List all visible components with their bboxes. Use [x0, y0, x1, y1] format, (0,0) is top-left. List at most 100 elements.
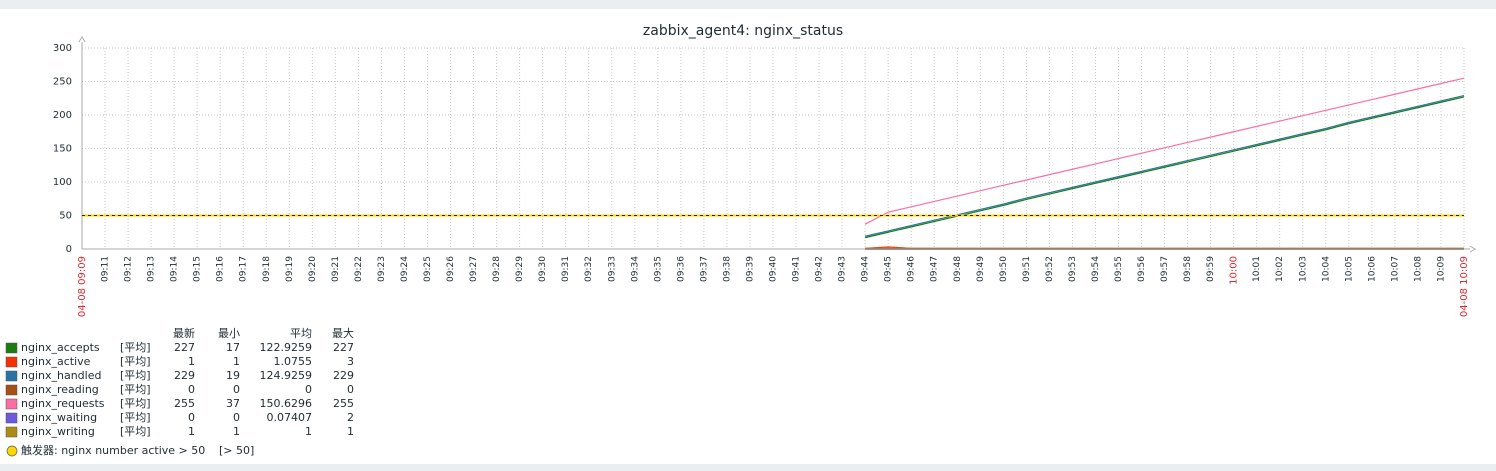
- x-tick-label: 10:01: [1252, 256, 1262, 282]
- x-tick-label: 09:45: [884, 256, 894, 282]
- legend-name: nginx_requests: [21, 397, 105, 410]
- x-tick-label: 09:38: [722, 256, 732, 282]
- legend-stat: 0: [347, 383, 354, 396]
- x-tick-label: 09:48: [953, 256, 963, 282]
- x-tick-label: 09:41: [792, 256, 802, 282]
- legend-name: nginx_reading: [21, 383, 99, 396]
- legend-swatch: [5, 398, 18, 410]
- x-tick-label: 09:53: [1068, 256, 1078, 282]
- trigger-icon: [6, 445, 18, 457]
- x-tick-label: 09:59: [1206, 256, 1216, 282]
- legend-func: [平均]: [120, 355, 151, 368]
- x-tick-label: 09:22: [354, 256, 364, 282]
- legend-stat: 0: [233, 411, 240, 424]
- series-line: [864, 96, 1465, 239]
- x-tick-label: 09:47: [930, 256, 940, 282]
- x-tick-label: 09:58: [1183, 256, 1193, 282]
- legend-stat: 2: [347, 411, 354, 424]
- x-tick-label: 09:11: [101, 256, 111, 282]
- x-tick-label: 09:37: [699, 256, 709, 282]
- x-tick-label: 10:08: [1413, 256, 1423, 282]
- legend-func: [平均]: [120, 411, 151, 424]
- x-tick-label: 09:50: [999, 256, 1009, 282]
- x-tick-label: 09:24: [400, 256, 410, 282]
- x-tick-label: 09:42: [815, 256, 825, 282]
- x-tick-label: 09:34: [630, 256, 640, 282]
- x-tick-label: 09:44: [861, 256, 871, 282]
- top-band: [0, 0, 1496, 9]
- legend-stat: 0: [188, 383, 195, 396]
- legend-name: nginx_handled: [21, 369, 101, 382]
- x-tick-label: 09:15: [193, 256, 203, 282]
- x-tick-label: 10:00: [1229, 256, 1240, 285]
- x-tick-label: 09:27: [469, 256, 479, 282]
- x-tick-label: 09:25: [423, 256, 433, 282]
- legend-name: nginx_active: [21, 355, 91, 368]
- x-tick-label: 10:05: [1344, 256, 1354, 282]
- x-tick-label: 09:14: [170, 256, 180, 282]
- x-tick-label: 09:13: [147, 256, 157, 282]
- x-tick-label: 09:31: [561, 256, 571, 282]
- x-tick-label: 09:21: [331, 256, 341, 282]
- x-tick-label: 09:39: [745, 256, 755, 282]
- legend-swatch: [5, 426, 18, 438]
- x-tick-label: 10:02: [1275, 256, 1285, 282]
- legend-swatch: [5, 342, 18, 354]
- x-tick-label: 09:40: [769, 256, 779, 282]
- x-tick-label: 10:07: [1390, 256, 1400, 282]
- legend-stat: 1: [347, 425, 354, 438]
- bottom-band: [0, 464, 1496, 471]
- y-tick-label: 100: [53, 177, 72, 188]
- x-tick-label: 09:57: [1160, 256, 1170, 282]
- legend-name: nginx_waiting: [21, 411, 97, 424]
- x-tick-label: 09:16: [216, 256, 226, 282]
- legend-stat: 1: [188, 355, 195, 368]
- x-tick-label: 09:20: [308, 256, 318, 282]
- legend-stat: 0.07407: [267, 411, 313, 424]
- legend-func: [平均]: [120, 369, 151, 382]
- x-tick-label: 09:54: [1091, 256, 1101, 282]
- legend-header: 最新: [173, 326, 195, 340]
- legend-func: [平均]: [120, 397, 151, 410]
- x-tick-label: 09:55: [1114, 256, 1124, 282]
- x-tick-label: 10:04: [1321, 256, 1331, 282]
- axis-arrow: [78, 36, 86, 43]
- legend-stat: 0: [305, 383, 312, 396]
- x-tick-label: 09:32: [584, 256, 594, 282]
- legend-stat: 0: [188, 411, 195, 424]
- legend-name: nginx_accepts: [21, 341, 100, 354]
- chart-title: zabbix_agent4: nginx_status: [643, 23, 843, 39]
- legend-stat: 0: [233, 383, 240, 396]
- x-tick-label: 09:52: [1045, 256, 1055, 282]
- series-line: [864, 77, 1465, 225]
- legend-stat: 1: [188, 425, 195, 438]
- legend-stat: 255: [333, 397, 354, 410]
- legend-stat: 1: [233, 355, 240, 368]
- legend-stat: 3: [347, 355, 354, 368]
- legend-stat: 229: [174, 369, 195, 382]
- legend-func: [平均]: [120, 383, 151, 396]
- x-tick-label: 09:17: [239, 256, 249, 282]
- legend-stat: 227: [333, 341, 354, 354]
- legend-swatch: [5, 356, 18, 368]
- legend-stat: 122.9259: [260, 341, 313, 354]
- legend-stat: 19: [226, 369, 240, 382]
- x-tick-label: 09:49: [976, 256, 986, 282]
- y-tick-label: 50: [59, 211, 72, 222]
- legend-header: 平均: [290, 327, 312, 340]
- x-tick-label: 09:36: [676, 256, 686, 282]
- x-tick-label: 09:33: [607, 256, 617, 282]
- y-tick-label: 150: [53, 144, 72, 155]
- legend-stat: 1: [305, 425, 312, 438]
- legend-header: 最大: [332, 326, 354, 340]
- y-tick-label: 0: [66, 244, 72, 255]
- x-tick-label: 10:06: [1367, 256, 1377, 282]
- legend-swatch: [5, 412, 18, 424]
- x-tick-label: 09:35: [653, 256, 663, 282]
- trigger-condition: [> 50]: [219, 444, 254, 457]
- legend-stat: 124.9259: [260, 369, 313, 382]
- y-tick-label: 300: [53, 43, 72, 54]
- x-tick-label: 04-08 09:09: [77, 256, 88, 317]
